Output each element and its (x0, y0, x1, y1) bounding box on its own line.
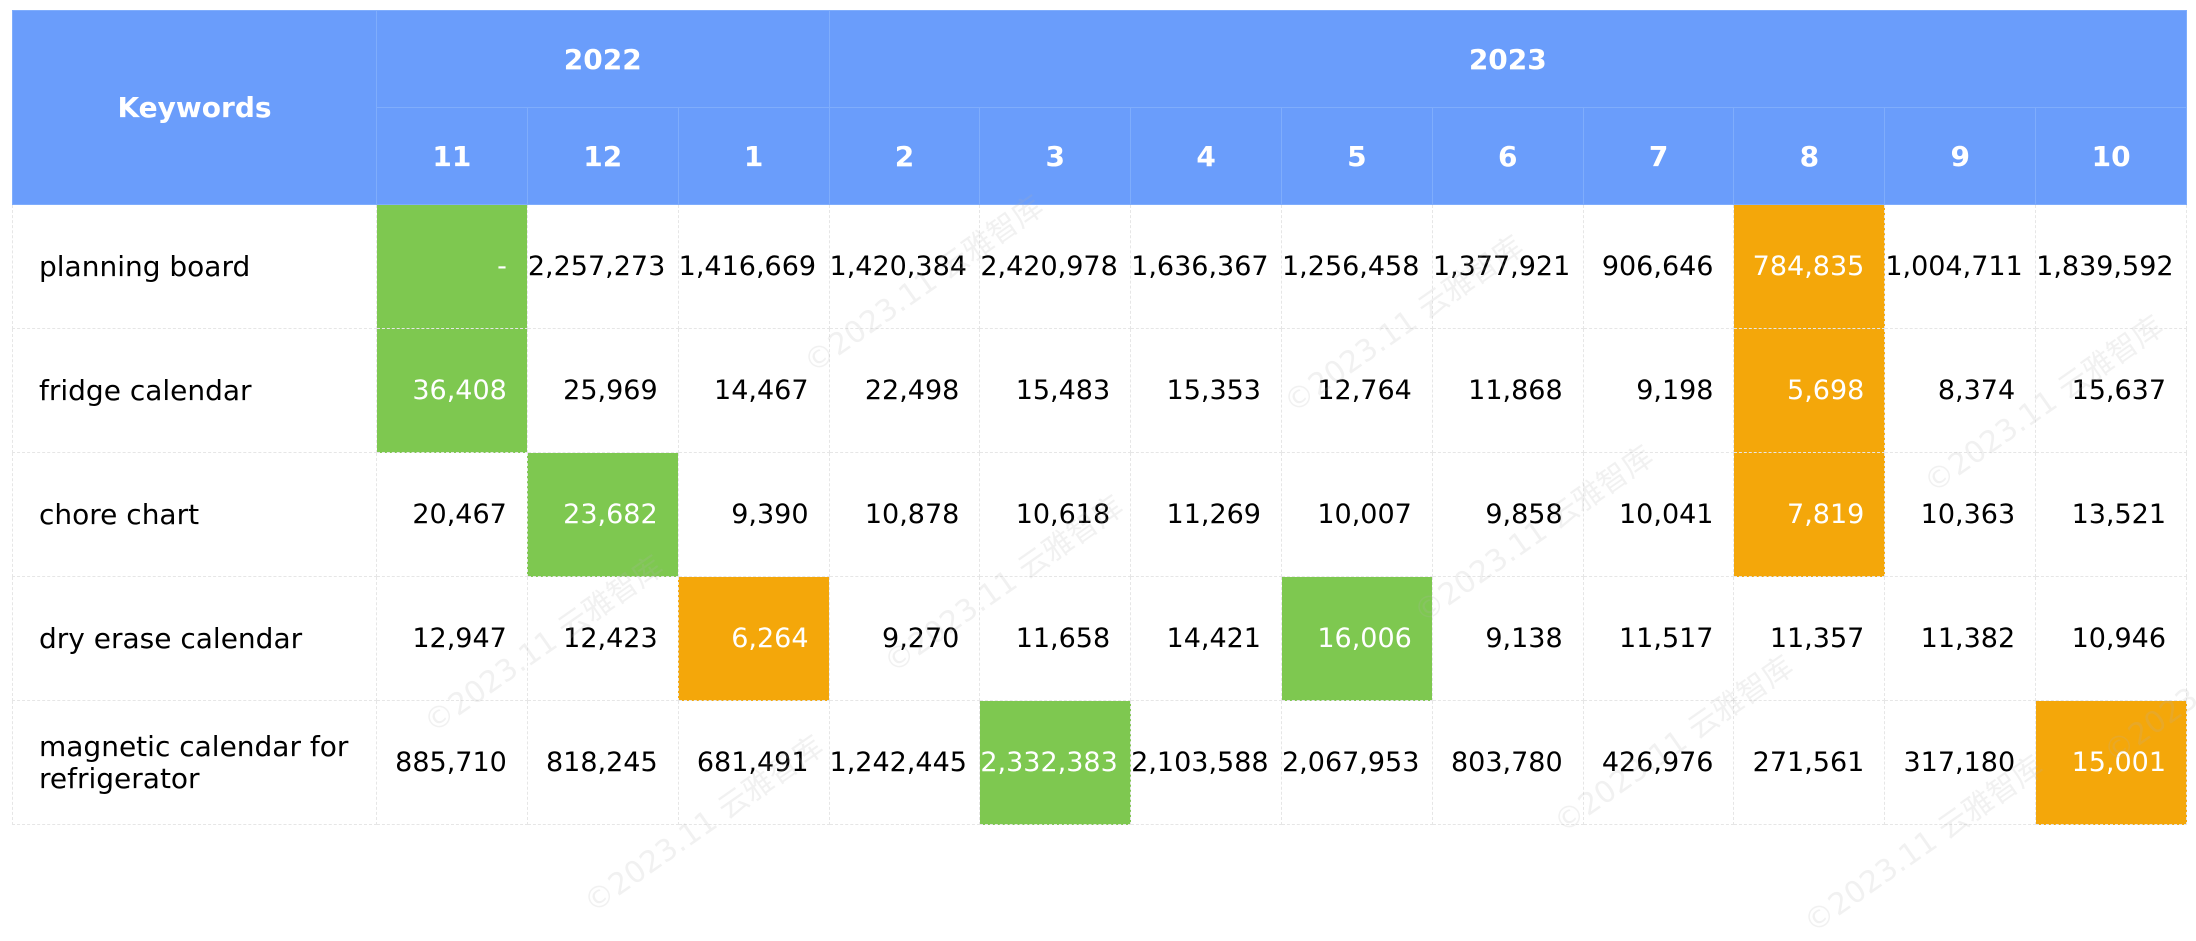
value-cell: 12,764 (1281, 328, 1433, 453)
month-header: 5 (1281, 107, 1433, 205)
value-cell: 14,467 (677, 328, 830, 453)
month-header: 11 (376, 107, 528, 205)
value-cell: 1,242,445 (828, 700, 981, 825)
month-header-row: 11 12 1 2 3 4 5 6 7 8 9 10 (13, 107, 2188, 205)
value-cell: 12,947 (376, 576, 528, 701)
value-cell: 20,467 (376, 452, 528, 577)
value-cell-min: 7,819 (1733, 452, 1886, 577)
year-header-row: Keywords 2022 2023 (12, 10, 2188, 205)
value-cell: 9,858 (1431, 452, 1584, 577)
value-cell: 12,423 (526, 576, 679, 701)
value-cell: 1,416,669 (677, 204, 830, 329)
month-header: 4 (1130, 107, 1282, 205)
month-header: 9 (1884, 107, 2037, 205)
value-cell: 11,517 (1582, 576, 1735, 701)
value-cell: 10,041 (1582, 452, 1735, 577)
value-cell: 10,878 (828, 452, 981, 577)
value-cell: 9,270 (828, 576, 981, 701)
value-cell: 2,103,588 (1130, 700, 1282, 825)
keyword-search-volume-table: Keywords 2022 2023 11 12 1 2 3 4 5 6 7 8 9 10 planni… (12, 10, 2188, 825)
table-row: planning board -2,257,273 1,416,669 1,420,3… (12, 204, 2188, 329)
value-cell: 1,839,592 (2035, 204, 2188, 329)
value-cell: 11,357 (1733, 576, 1886, 701)
value-cell: 25,969 (526, 328, 679, 453)
table-header: Keywords 2022 2023 11 12 1 2 3 4 5 6 7 8 9 10 (12, 10, 2188, 205)
value-cell-max: 23,682 (526, 452, 679, 577)
keyword-cell: magnetic calendar for refrigerator (12, 700, 377, 825)
value-cell-max: 16,006 (1281, 576, 1433, 701)
year-header-2023: 2023 (828, 10, 2188, 108)
value-cell: 11,269 (1130, 452, 1282, 577)
value-cell: 1,377,921 (1431, 204, 1584, 329)
value-cell: 22,498 (828, 328, 981, 453)
value-cell: 13,521 (2035, 452, 2188, 577)
value-cell: 15,353 (1130, 328, 1282, 453)
keyword-cell: fridge calendar (12, 328, 377, 453)
month-header: 8 (1733, 107, 1886, 205)
keyword-table-container: Keywords 2022 2023 11 12 1 2 3 4 5 6 7 8 9 10 planni… (12, 10, 2188, 825)
keyword-cell: chore chart (12, 452, 377, 577)
month-header: 12 (526, 107, 679, 205)
value-cell: 681,491 (677, 700, 830, 825)
value-cell: 2,257,273 (526, 204, 679, 329)
month-header: 7 (1582, 107, 1735, 205)
month-header: 10 (2035, 107, 2188, 205)
value-cell: 885,710 (376, 700, 528, 825)
value-cell: 1,420,384 (828, 204, 981, 329)
value-cell: 9,138 (1431, 576, 1584, 701)
value-cell-min: 784,835 (1733, 204, 1886, 329)
month-header: 6 (1431, 107, 1584, 205)
keyword-cell: planning board (12, 204, 377, 329)
value-cell: 317,180 (1884, 700, 2037, 825)
value-cell: 10,007 (1281, 452, 1433, 577)
month-header: 3 (979, 107, 1132, 205)
value-cell: 8,374 (1884, 328, 2037, 453)
value-cell: 906,646 (1582, 204, 1735, 329)
year-header-2022: 2022 (376, 10, 830, 108)
value-cell: 15,637 (2035, 328, 2188, 453)
value-cell: 1,004,711 (1884, 204, 2037, 329)
value-cell: 818,245 (526, 700, 679, 825)
value-cell: 9,390 (677, 452, 830, 577)
value-cell: 14,421 (1130, 576, 1282, 701)
month-header: 2 (828, 107, 981, 205)
value-cell: 2,420,978 (979, 204, 1132, 329)
table-row: dry erase calendar 12,947 12,423 6,264 9,270… (12, 576, 2188, 701)
value-cell: 10,946 (2035, 576, 2188, 701)
value-cell: 2,067,953 (1281, 700, 1433, 825)
value-cell: 803,780 (1431, 700, 1584, 825)
month-header: 1 (677, 107, 830, 205)
value-cell-min: 15,001 (2035, 700, 2188, 825)
value-cell: 11,658 (979, 576, 1132, 701)
keyword-cell: dry erase calendar (12, 576, 377, 701)
table-body: planning board -2,257,273 1,416,669 1,420,3… (12, 204, 2188, 825)
value-cell: 11,868 (1431, 328, 1584, 453)
value-cell: 10,618 (979, 452, 1132, 577)
value-cell: 10,363 (1884, 452, 2037, 577)
table-row: chore chart 20,467 23,682 9,390 10,878 10,618… (12, 452, 2188, 577)
table-row: magnetic calendar for refrigerator 885,71… (12, 700, 2188, 825)
value-cell-min: 5,698 (1733, 328, 1886, 453)
value-cell: 271,561 (1733, 700, 1886, 825)
value-cell-max: 2,332,383 (979, 700, 1132, 825)
value-cell-max: - (376, 204, 528, 329)
table-row: fridge calendar 36,408 25,969 14,467 22,498 1… (12, 328, 2188, 453)
value-cell: 1,256,458 (1281, 204, 1433, 329)
value-cell: 9,198 (1582, 328, 1735, 453)
value-cell: 11,382 (1884, 576, 2037, 701)
value-cell-min: 6,264 (677, 576, 830, 701)
keywords-column-header: Keywords (12, 10, 377, 205)
value-cell: 15,483 (979, 328, 1132, 453)
value-cell: 426,976 (1582, 700, 1735, 825)
value-cell: 1,636,367 (1130, 204, 1282, 329)
value-cell-max: 36,408 (376, 328, 528, 453)
